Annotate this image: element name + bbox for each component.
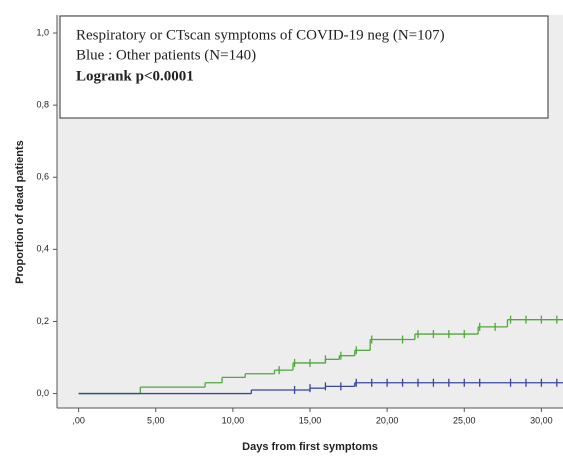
y-tick-label: 0,2: [36, 316, 49, 326]
y-tick-label: 0,0: [36, 388, 49, 398]
x-axis-title: Days from first symptoms: [242, 441, 378, 453]
legend-entry: Blue : Other patients (N=140): [76, 47, 256, 63]
x-tick-label: 20,00: [376, 415, 399, 425]
annotation: Logrank p<0.0001: [76, 68, 194, 84]
x-tick-label: 30,00: [530, 415, 553, 425]
x-tick-label: 25,00: [453, 415, 476, 425]
x-tick-label: 5,00: [147, 415, 165, 425]
x-tick-label: 10,00: [222, 415, 245, 425]
y-tick-label: 0,8: [36, 100, 49, 110]
y-tick-label: 1,0: [36, 27, 49, 37]
y-tick-label: 0,6: [36, 172, 49, 182]
x-tick-label: ,00: [72, 415, 85, 425]
y-axis-title: Proportion of dead patients: [14, 140, 26, 284]
y-tick-label: 0,4: [36, 244, 49, 254]
legend-box: [59, 15, 549, 119]
x-tick-label: 15,00: [299, 415, 322, 425]
legend-entry: Respiratory or CTscan symptoms of COVID-…: [76, 27, 445, 43]
